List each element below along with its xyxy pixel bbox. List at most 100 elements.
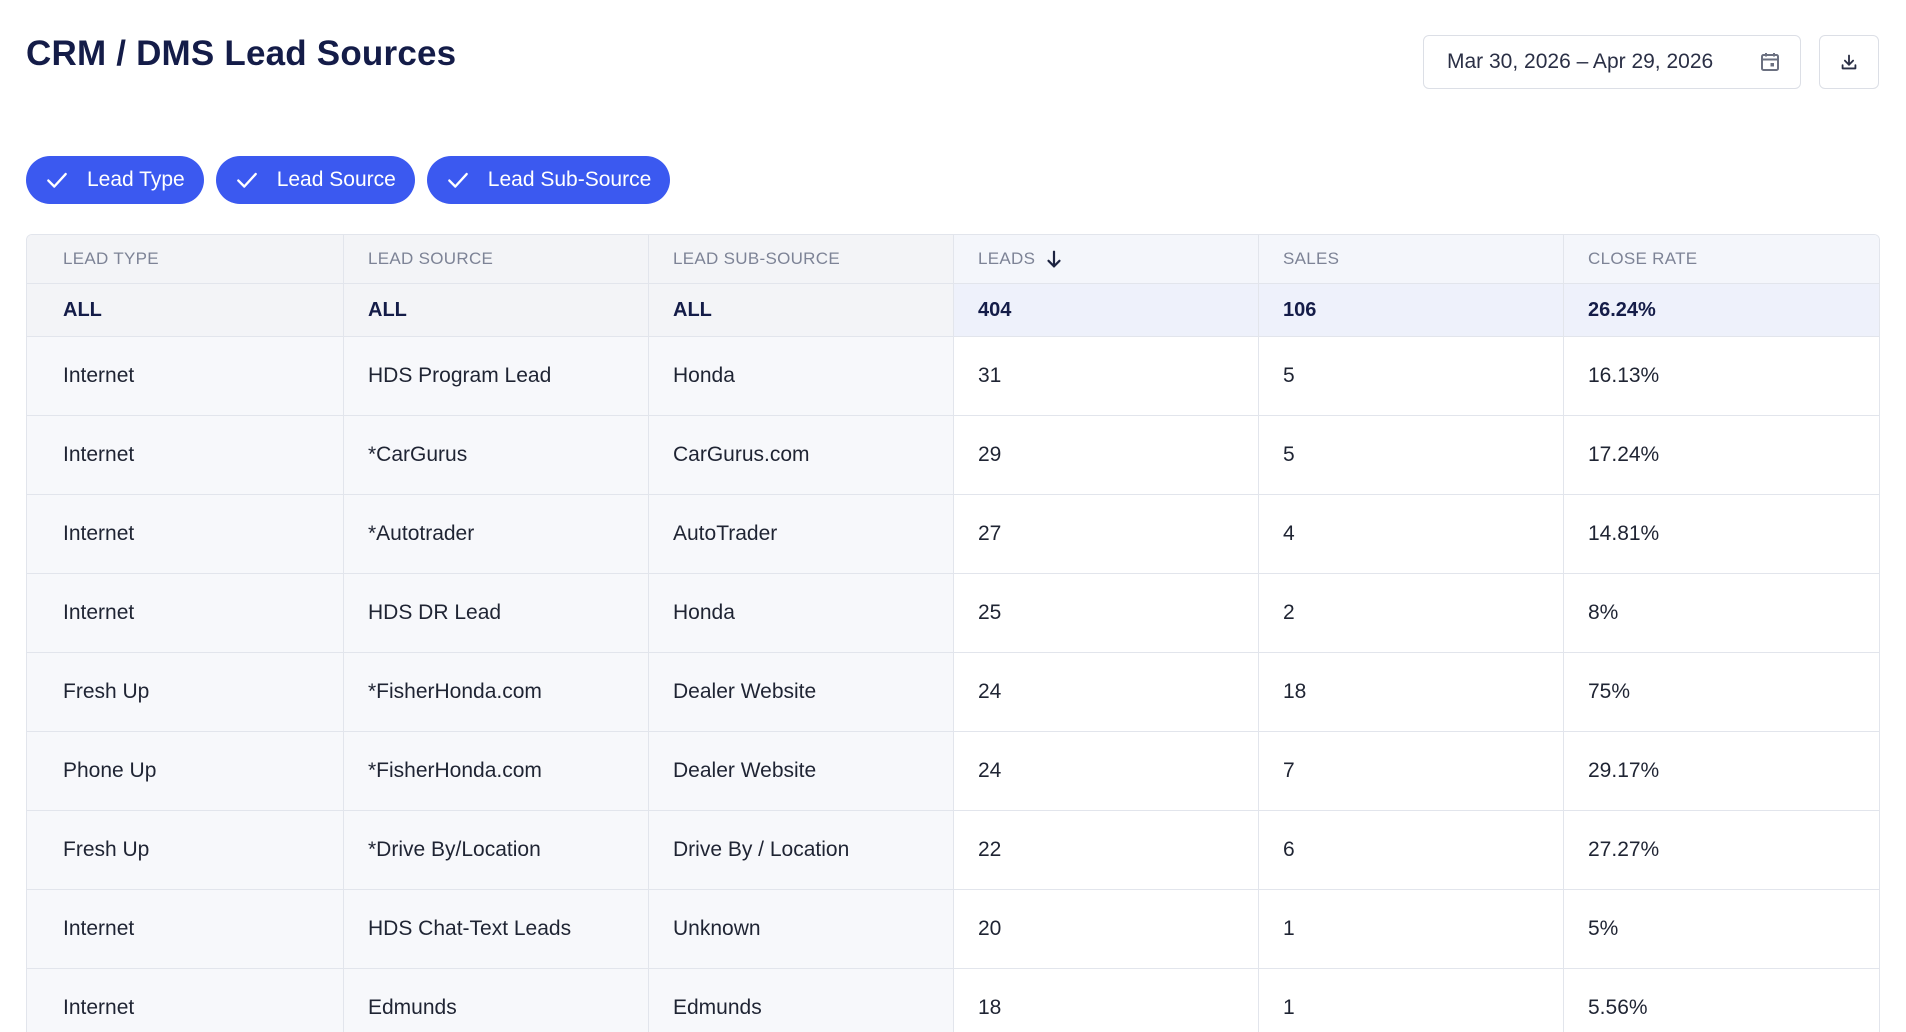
cell-sales: 5 [1259,416,1564,494]
date-range-value: Mar 30, 2026 – Apr 29, 2026 [1447,50,1714,73]
cell-sales: 4 [1259,495,1564,573]
check-icon [47,172,67,188]
cell-lead-type: Internet [27,416,344,494]
total-cell-leads: 404 [954,284,1259,336]
table-row[interactable]: Internet HDS Chat-Text Leads Unknown 20 1 5% [27,890,1879,969]
filter-chip-label: Lead Sub-Source [487,168,652,191]
cell-lead-source: *Autotrader [344,495,649,573]
cell-lead-source: *CarGurus [344,416,649,494]
filter-chip-lead-type[interactable]: Lead Type [26,156,204,204]
table-row[interactable]: Internet Edmunds Edmunds 18 1 5.56% [27,969,1879,1032]
column-header-lead-type[interactable]: LEAD TYPE [27,235,344,283]
table-total-row: ALL ALL ALL 404 106 26.24% [27,284,1879,337]
cell-close-rate: 29.17% [1588,759,1660,782]
cell-sales: 5 [1259,337,1564,415]
cell-leads: 22 [954,811,1259,889]
check-icon [447,172,468,188]
cell-sales: 7 [1259,732,1564,810]
cell-lead-sub-source: Unknown [649,890,954,968]
cell-sales: 1 [1259,890,1564,968]
cell-lead-type: Internet [27,890,344,968]
column-header-close-rate[interactable]: CLOSE RATE [1564,235,1879,283]
cell-close-rate: 75% [1588,680,1631,703]
cell-leads: 24 [954,732,1259,810]
lead-sources-table: LEAD TYPE LEAD SOURCE LEAD SUB-SOURCE LE… [26,234,1880,1032]
total-cell-lead-source: ALL [344,284,649,336]
total-cell-sales: 106 [1259,284,1564,336]
cell-close-rate: 5% [1588,917,1619,940]
cell-lead-type: Internet [27,495,344,573]
table-row[interactable]: Internet *Autotrader AutoTrader 27 4 14.81% [27,495,1879,574]
cell-lead-sub-source: Honda [649,574,954,652]
cell-leads: 20 [954,890,1259,968]
column-header-label: LEADS [978,249,1036,268]
cell-lead-type: Internet [27,337,344,415]
cell-sales: 1 [1259,969,1564,1032]
filter-chip-label: Lead Type [87,168,185,191]
cell-leads: 25 [954,574,1259,652]
total-cell-close-rate: 26.24% [1564,284,1879,336]
table-row[interactable]: Fresh Up *FisherHonda.com Dealer Website 24… [27,653,1879,732]
cell-lead-sub-source: Edmunds [649,969,954,1032]
column-header-lead-source[interactable]: LEAD SOURCE [344,235,649,283]
date-range-picker[interactable]: Mar 30, 2026 – Apr 29, 2026 [1423,35,1801,89]
table-body: Internet HDS Program Lead Honda 31 5 16.13% In… [27,337,1879,1032]
table-row[interactable]: Fresh Up *Drive By/Location Drive By / Loc… [27,811,1879,890]
table-row[interactable]: Internet HDS Program Lead Honda 31 5 16.13% [27,337,1879,416]
column-header-label: SALES [1283,249,1340,268]
page-title: CRM / DMS Lead Sources [26,34,457,73]
column-header-label: CLOSE RATE [1588,249,1698,268]
cell-lead-source: HDS DR Lead [344,574,649,652]
cell-lead-sub-source: Dealer Website [649,732,954,810]
cell-lead-source: *Drive By/Location [344,811,649,889]
cell-leads: 24 [954,653,1259,731]
cell-leads: 29 [954,416,1259,494]
cell-leads: 31 [954,337,1259,415]
total-cell-lead-sub-source: ALL [649,284,954,336]
cell-sales: 18 [1259,653,1564,731]
calendar-icon [1761,53,1779,71]
cell-lead-source: *FisherHonda.com [344,732,649,810]
total-cell-lead-type: ALL [27,284,344,336]
cell-sales: 2 [1259,574,1564,652]
table-row[interactable]: Internet HDS DR Lead Honda 25 2 8% [27,574,1879,653]
cell-leads: 27 [954,495,1259,573]
cell-leads: 18 [954,969,1259,1032]
column-header-sales[interactable]: SALES [1259,235,1564,283]
check-icon [236,172,257,188]
table-row[interactable]: Phone Up *FisherHonda.com Dealer Website 24… [27,732,1879,811]
arrow-down-icon [1047,250,1061,268]
column-header-leads[interactable]: LEADS [954,235,1259,283]
filter-chip-label: Lead Source [276,168,396,191]
filter-chip-lead-source[interactable]: Lead Source [215,156,415,204]
filter-chips: Lead Type Lead Source Lead Sub-Source [26,156,671,204]
download-button[interactable] [1819,35,1879,89]
cell-close-rate: 17.24% [1588,443,1660,466]
cell-lead-type: Fresh Up [27,653,344,731]
column-header-label: LEAD TYPE [63,249,159,268]
cell-lead-source: HDS Chat-Text Leads [344,890,649,968]
cell-lead-sub-source: Honda [649,337,954,415]
cell-lead-sub-source: Drive By / Location [649,811,954,889]
cell-lead-type: Internet [27,969,344,1032]
download-icon [1841,54,1857,70]
column-header-lead-sub-source[interactable]: LEAD SUB-SOURCE [649,235,954,283]
cell-lead-sub-source: AutoTrader [649,495,954,573]
cell-lead-type: Phone Up [27,732,344,810]
cell-lead-sub-source: CarGurus.com [649,416,954,494]
cell-lead-type: Internet [27,574,344,652]
cell-lead-sub-source: Dealer Website [649,653,954,731]
table-row[interactable]: Internet *CarGurus CarGurus.com 29 5 17.24% [27,416,1879,495]
cell-close-rate: 5.56% [1588,996,1648,1019]
cell-lead-source: *FisherHonda.com [344,653,649,731]
filter-chip-lead-sub-source[interactable]: Lead Sub-Source [426,156,671,204]
column-header-label: LEAD SOURCE [368,249,494,268]
cell-lead-source: HDS Program Lead [344,337,649,415]
column-header-label: LEAD SUB-SOURCE [673,249,840,268]
cell-close-rate: 14.81% [1588,522,1660,545]
cell-lead-type: Fresh Up [27,811,344,889]
cell-close-rate: 27.27% [1588,838,1660,861]
cell-close-rate: 8% [1588,601,1619,624]
cell-sales: 6 [1259,811,1564,889]
